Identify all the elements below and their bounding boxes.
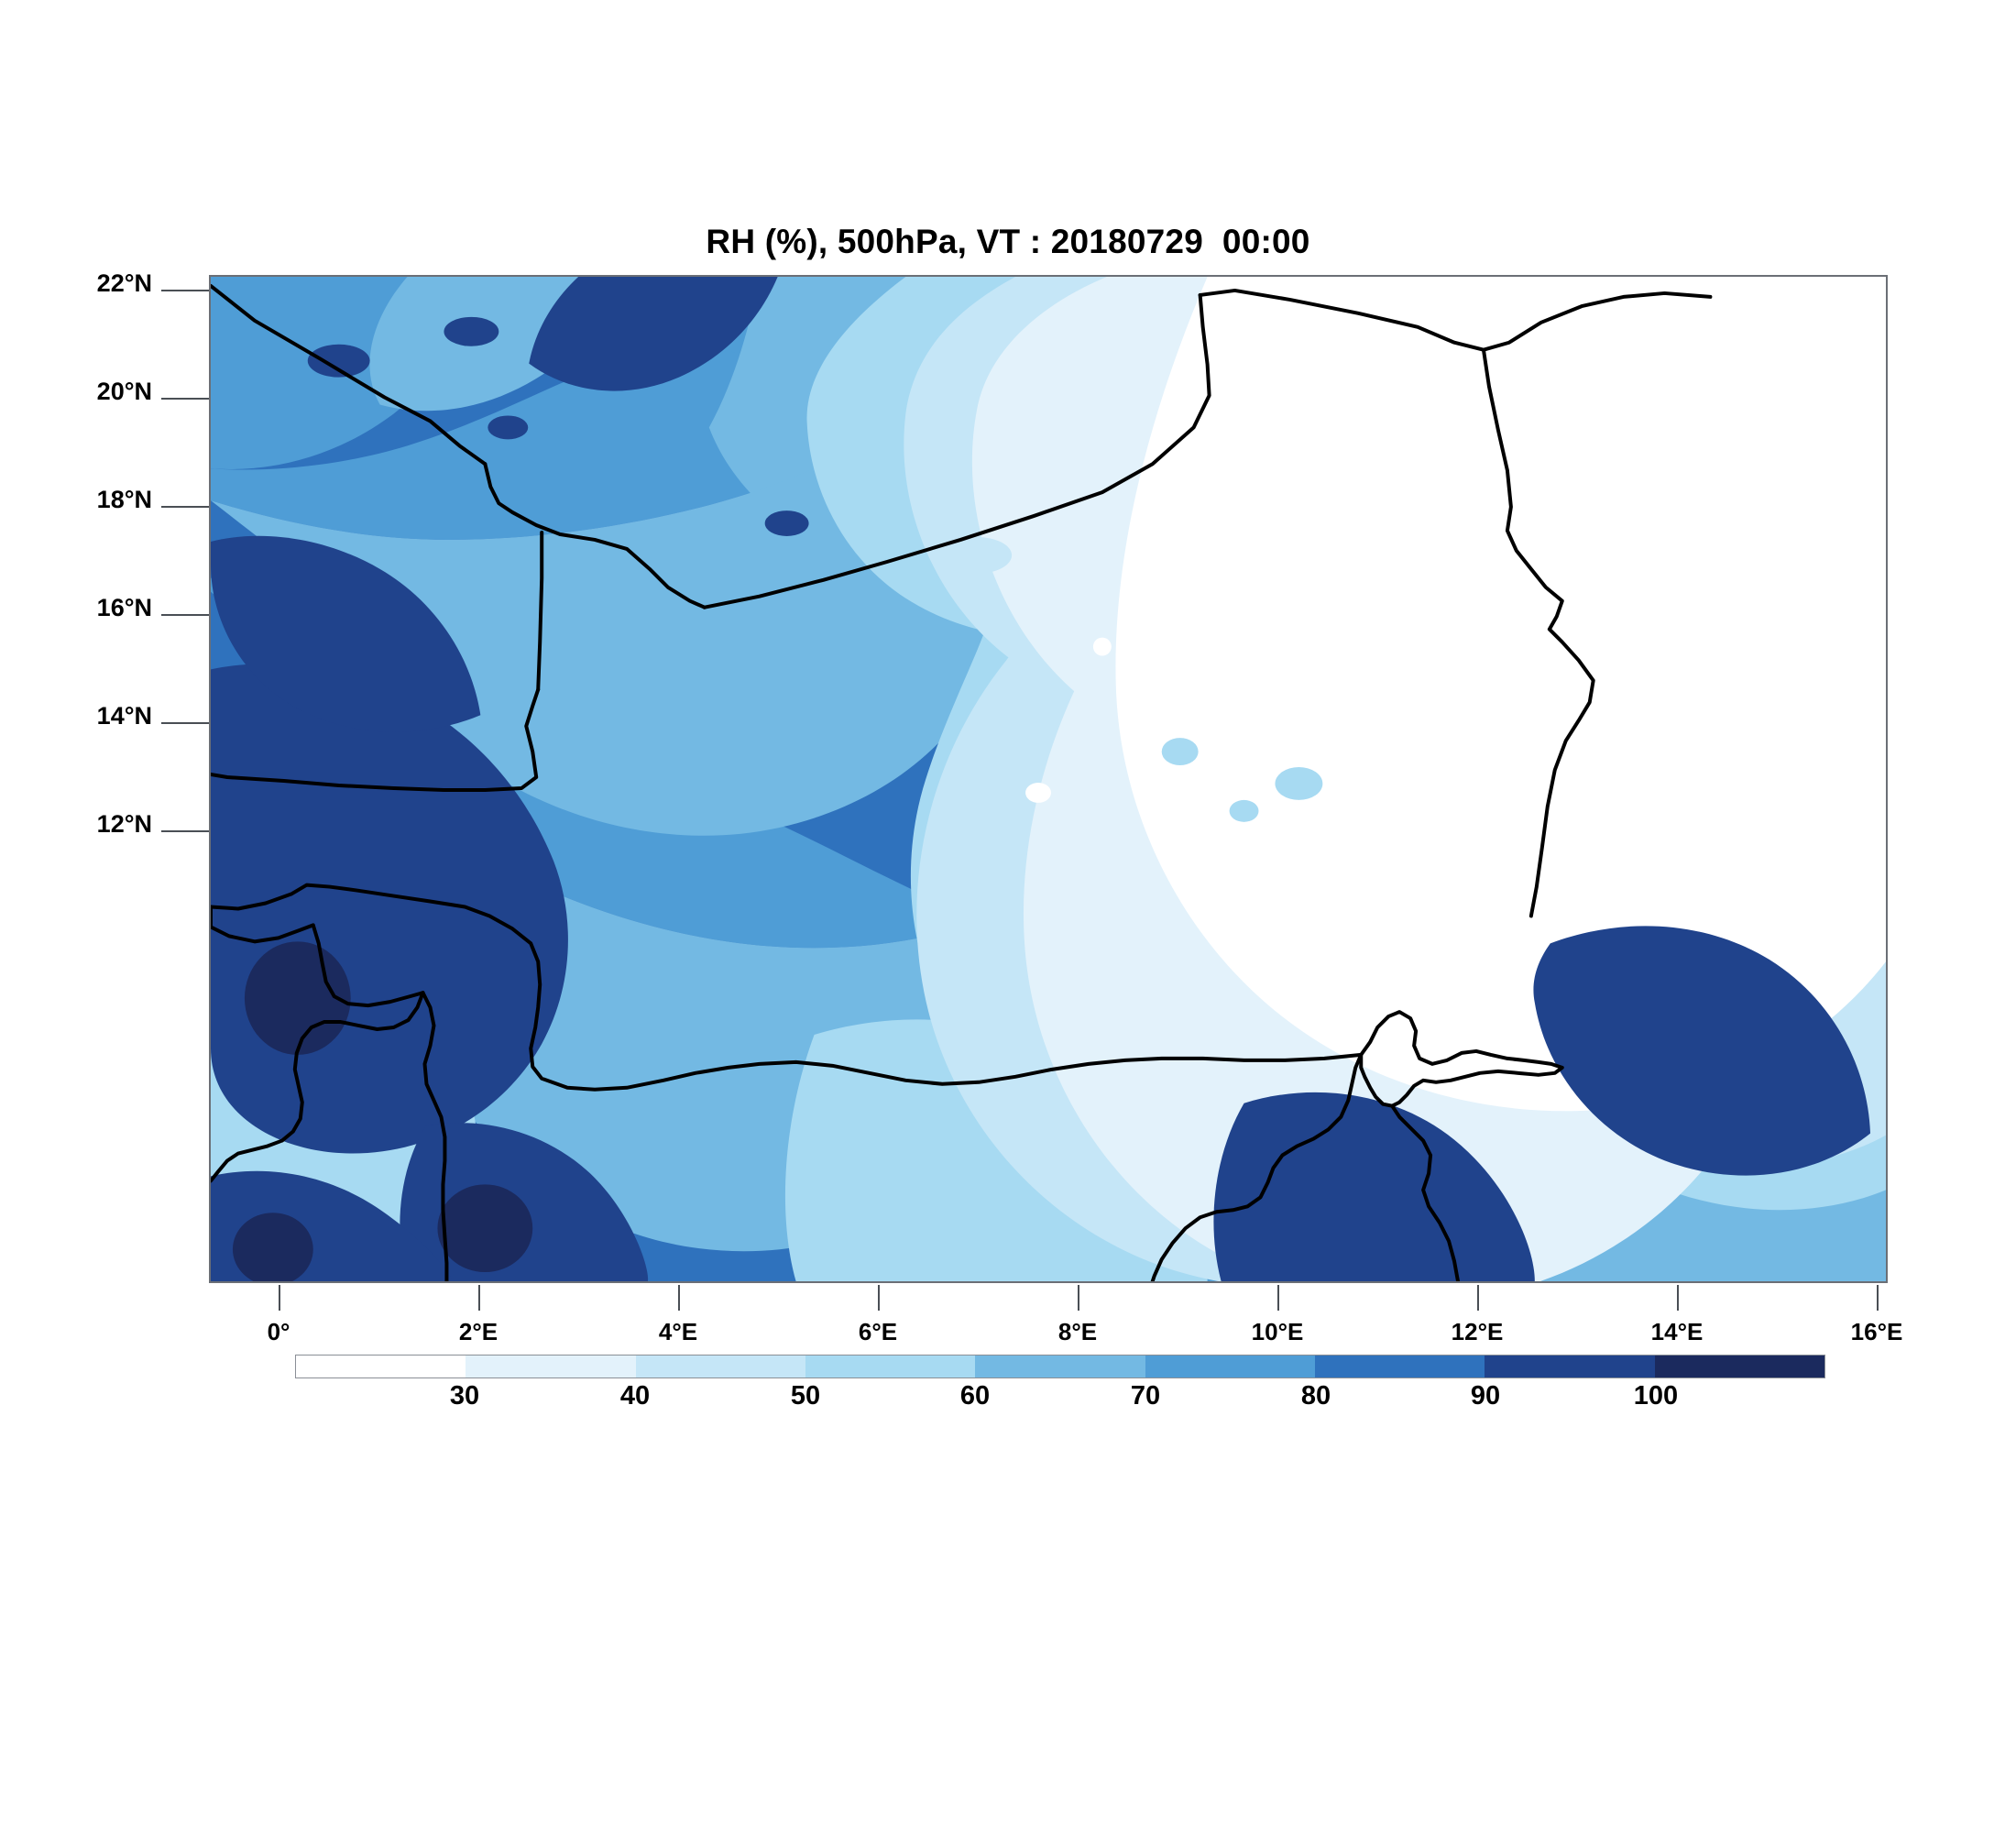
x-tick-label: 0°: [267, 1318, 290, 1345]
x-tick-label: 12°E: [1451, 1318, 1504, 1345]
x-tick-label: 2°E: [458, 1318, 499, 1345]
y-tick-label: 18°N: [96, 486, 152, 513]
colorbar-tick-label: 90: [1470, 1381, 1501, 1410]
colorbar-tick-label: 60: [959, 1381, 991, 1410]
colorbar-tick-label: 70: [1130, 1381, 1161, 1410]
colorbar-tick-label: 30: [449, 1381, 480, 1410]
x-tick-mark: [1078, 1285, 1079, 1311]
chart-title: RH (%), 500hPa, VT : 20180729 00:00: [706, 223, 1310, 260]
x-tick-mark: [678, 1285, 680, 1311]
y-tick-label: 20°N: [96, 378, 152, 405]
y-tick-mark: [161, 506, 209, 508]
filled-contour-layer: [211, 277, 1886, 1281]
x-tick-mark: [1277, 1285, 1279, 1311]
y-tick-mark: [161, 722, 209, 724]
x-tick-mark: [1877, 1285, 1879, 1311]
y-tick-mark: [161, 290, 209, 291]
colorbar-band-30-40[interactable]: [466, 1356, 636, 1377]
colorbar-band-40-50[interactable]: [635, 1356, 805, 1377]
x-tick-label: 14°E: [1650, 1318, 1704, 1345]
colorbar-tick-label: 50: [790, 1381, 821, 1410]
y-tick-mark: [161, 830, 209, 832]
colorbar-band-gt100[interactable]: [1654, 1356, 1824, 1377]
y-tick-label: 14°N: [96, 702, 152, 730]
x-tick-mark: [279, 1285, 280, 1311]
x-tick-mark: [1677, 1285, 1679, 1311]
colorbar-band-70-80[interactable]: [1145, 1356, 1315, 1377]
y-tick-label: 12°N: [96, 810, 152, 838]
colorbar[interactable]: 30 40 50 60 70 80 90 100: [295, 1355, 1825, 1410]
x-tick-mark: [878, 1285, 880, 1311]
colorbar-tick-label: 80: [1300, 1381, 1331, 1410]
x-tick-mark: [478, 1285, 480, 1311]
y-tick-label: 22°N: [96, 269, 152, 297]
colorbar-band-90-100[interactable]: [1485, 1356, 1655, 1377]
x-tick-label: 6°E: [858, 1318, 898, 1345]
x-tick-label: 16°E: [1850, 1318, 1903, 1345]
colorbar-bands[interactable]: [295, 1355, 1825, 1378]
y-tick-mark: [161, 614, 209, 616]
x-tick-mark: [1477, 1285, 1479, 1311]
colorbar-tick-label: 100: [1633, 1381, 1679, 1410]
colorbar-band-50-60[interactable]: [805, 1356, 976, 1377]
x-tick-label: 10°E: [1251, 1318, 1304, 1345]
x-tick-label: 8°E: [1057, 1318, 1098, 1345]
colorbar-tick-label: 40: [619, 1381, 651, 1410]
y-tick-label: 16°N: [96, 594, 152, 621]
colorbar-band-60-70[interactable]: [975, 1356, 1145, 1377]
y-tick-mark: [161, 398, 209, 400]
colorbar-band-lt30[interactable]: [296, 1356, 466, 1377]
colorbar-band-80-90[interactable]: [1314, 1356, 1485, 1377]
map-plot-area[interactable]: [209, 275, 1888, 1283]
x-tick-label: 4°E: [658, 1318, 698, 1345]
